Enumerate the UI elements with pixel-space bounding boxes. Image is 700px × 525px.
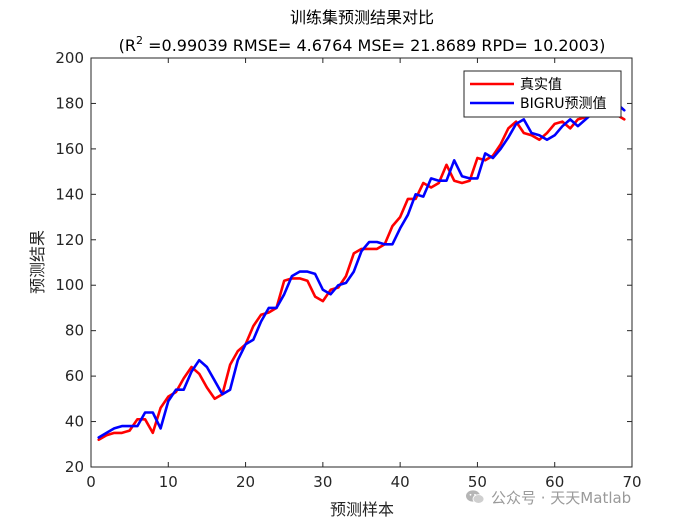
x-tick-label: 20 [236,473,255,491]
y-tick-label: 60 [65,367,84,385]
x-tick-label: 50 [468,473,487,491]
x-tick-label: 60 [545,473,564,491]
legend-label-pred: BIGRU预测值 [520,96,607,112]
x-tick-label: 0 [86,473,96,491]
x-axis-label: 预测样本 [330,500,394,519]
chart-subtitle: (R2 =0.99039 RMSE= 4.6764 MSE= 21.8689 R… [119,34,606,55]
x-tick-label: 40 [391,473,410,491]
x-tick-label: 30 [313,473,332,491]
legend-box [463,70,622,118]
plot-area: 0 10 20 30 40 50 60 70 20 40 60 80 100 120 140 160 180 20… [55,49,641,491]
watermark: 公众号 · 天天Matlab [465,486,631,508]
y-tick-label: 200 [55,49,84,67]
chart-title: 训练集预测结果对比 [290,8,434,27]
x-tick-label: 10 [159,473,178,491]
y-axis-label: 预测结果 [28,230,47,294]
series-line-pred [97,102,626,439]
y-tick-label: 40 [65,413,84,431]
subtitle-sup: 2 [136,34,143,47]
subtitle-rest: =0.99039 RMSE= 4.6764 MSE= 21.8689 RPD= … [143,36,605,55]
subtitle-prefix: (R [119,36,136,55]
x-tick-label: 70 [622,473,641,491]
y-tick-label: 160 [55,140,84,158]
y-tick-label: 180 [55,94,84,112]
legend-label-real: 真实值 [520,77,562,93]
y-tick-label: 20 [65,458,84,476]
wechat-icon [466,490,485,504]
watermark-text: 公众号 · 天天Matlab [491,488,632,507]
axes-box [90,57,633,468]
series-line-real [97,111,626,442]
legend: 真实值 BIGRU预测值 [463,70,622,118]
y-tick-label: 80 [65,322,84,340]
y-tick-label: 140 [55,185,84,203]
plot-background [91,58,632,467]
y-tick-label: 120 [55,231,84,249]
y-tick-label: 100 [55,276,84,294]
